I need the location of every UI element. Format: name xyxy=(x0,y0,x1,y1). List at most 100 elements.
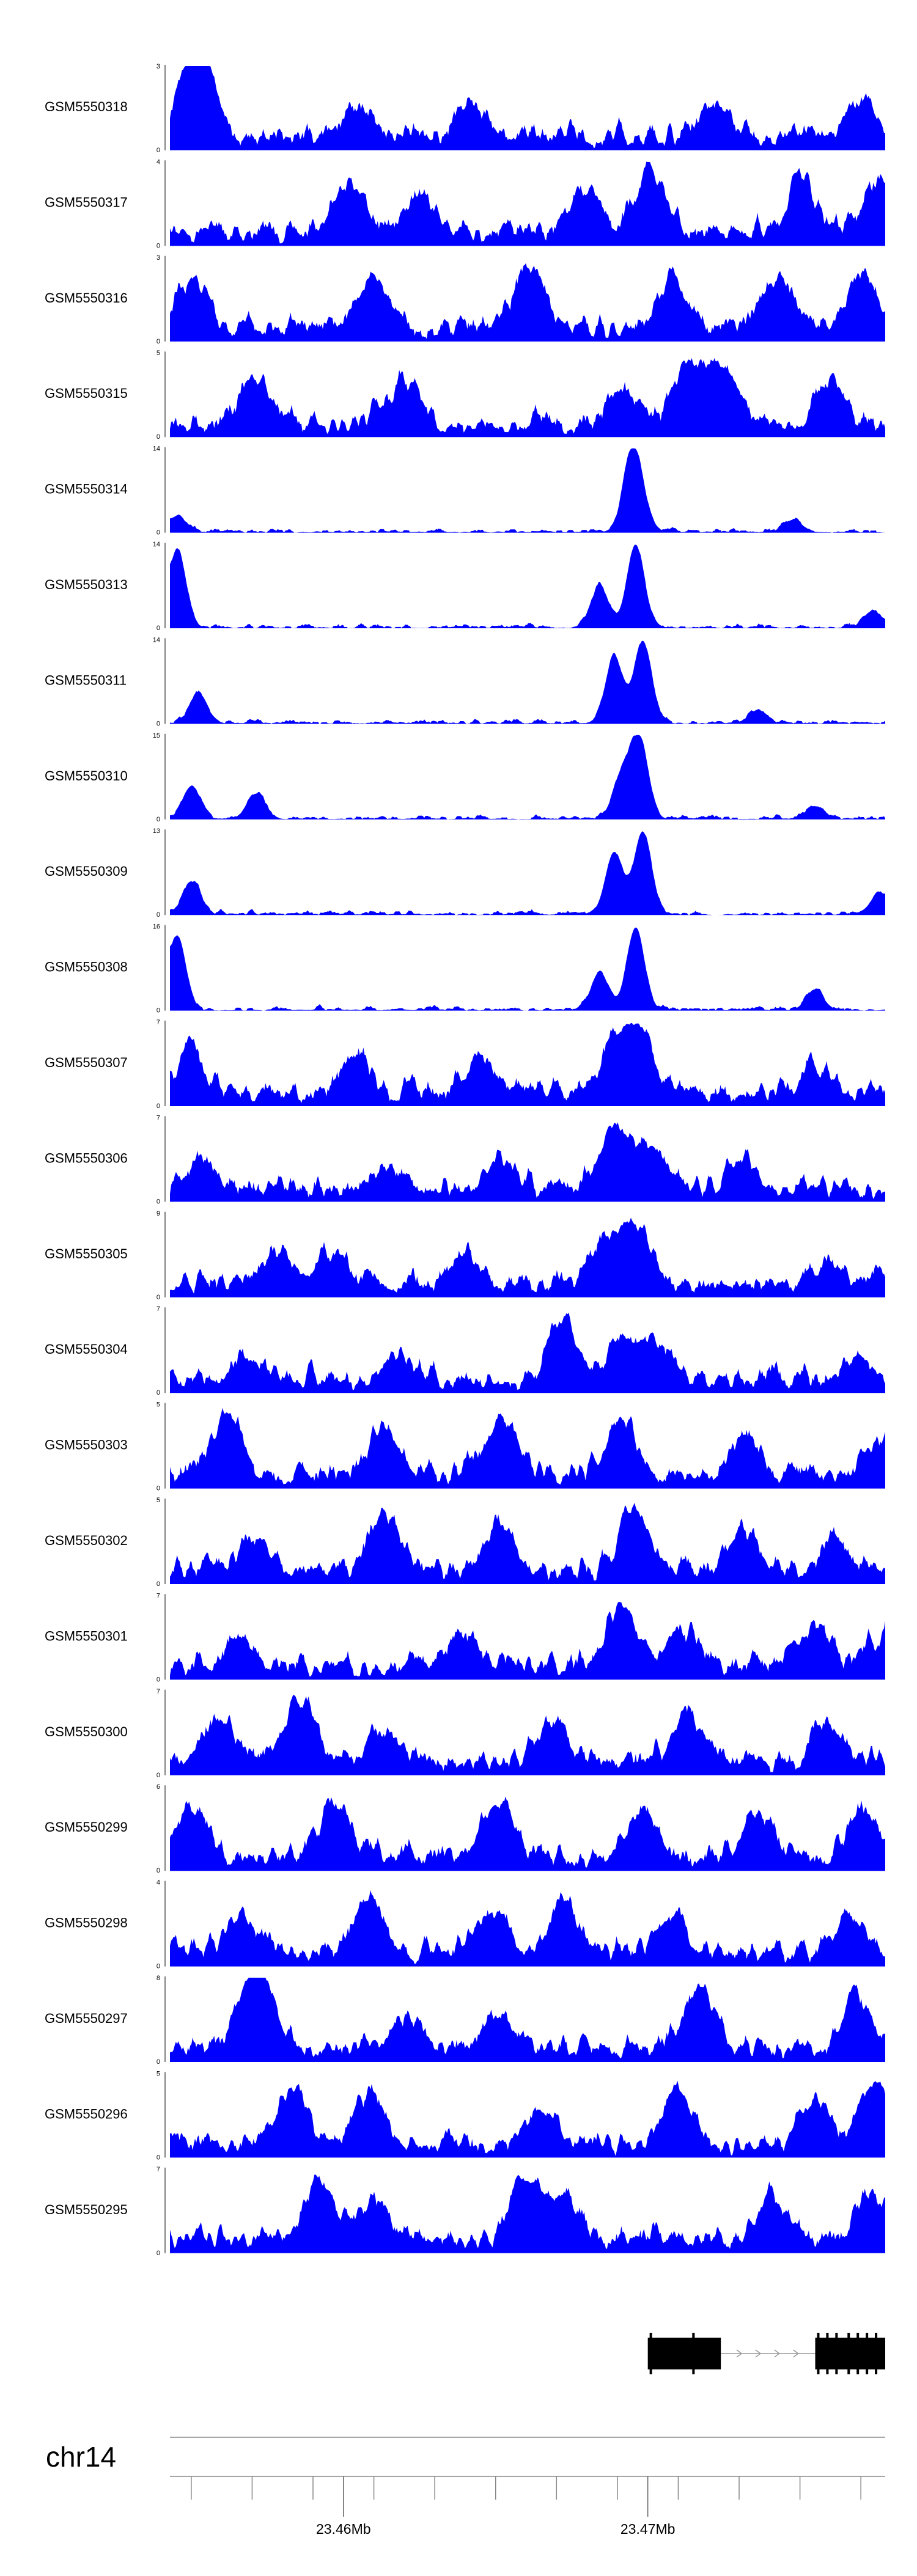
exon-mark-bottom xyxy=(835,2365,838,2374)
track-label: GSM5550316 xyxy=(45,290,128,306)
track-ymax-label: 7 xyxy=(157,1114,160,1121)
coverage-area xyxy=(170,735,885,820)
exon-mark-top xyxy=(826,2333,829,2343)
track-label: GSM5550303 xyxy=(45,1437,128,1453)
track-ymin-label: 0 xyxy=(157,1103,160,1110)
exon-block xyxy=(647,2338,721,2369)
track-GSM5550314: GSM5550314 14 0 xyxy=(45,446,885,537)
chromosome-label: chr14 xyxy=(46,2441,116,2473)
coverage-area xyxy=(170,1503,885,1584)
track-ymin-label: 0 xyxy=(157,147,160,154)
track-ymin-label: 0 xyxy=(157,1389,160,1396)
track-GSM5550304: GSM5550304 7 0 xyxy=(45,1305,885,1396)
track-ymax-label: 3 xyxy=(157,254,160,262)
track-ymax-label: 5 xyxy=(157,2070,160,2077)
track-label: GSM5550318 xyxy=(45,99,128,114)
track-label: GSM5550304 xyxy=(45,1341,128,1357)
strand-arrow xyxy=(755,2349,762,2358)
coverage-area xyxy=(170,448,885,533)
track-label: GSM5550313 xyxy=(45,577,128,592)
track-label: GSM5550310 xyxy=(45,768,128,783)
track-ymax-label: 14 xyxy=(153,541,160,548)
track-ymax-label: 6 xyxy=(157,1783,160,1791)
track-GSM5550309: GSM5550309 13 0 xyxy=(45,827,885,919)
coverage-area xyxy=(170,1312,885,1393)
track-ymin-label: 0 xyxy=(157,1198,160,1205)
track-ymin-label: 0 xyxy=(157,625,160,632)
track-ymax-label: 9 xyxy=(157,1210,160,1217)
exon-mark-bottom xyxy=(649,2365,652,2374)
track-GSM5550305: GSM5550305 9 0 xyxy=(45,1210,885,1301)
track-label: GSM5550305 xyxy=(45,1246,128,1261)
track-ymin-label: 0 xyxy=(157,1485,160,1492)
coverage-area xyxy=(170,161,885,246)
track-ymin-label: 0 xyxy=(157,1294,160,1301)
track-label: GSM5550299 xyxy=(45,1819,128,1835)
track-ymax-label: 8 xyxy=(157,1975,160,1982)
track-ymin-label: 0 xyxy=(157,433,160,441)
axis-tick-label: 23.46Mb xyxy=(316,2521,371,2537)
track-label: GSM5550315 xyxy=(45,386,128,401)
track-GSM5550303: GSM5550303 5 0 xyxy=(45,1401,885,1492)
track-ymax-label: 4 xyxy=(157,158,160,166)
track-ymax-label: 13 xyxy=(153,827,160,835)
exon-mark-top xyxy=(856,2333,860,2343)
exon-mark-top xyxy=(866,2333,869,2343)
track-GSM5550306: GSM5550306 7 0 xyxy=(45,1114,885,1205)
track-GSM5550315: GSM5550315 5 0 xyxy=(45,350,885,441)
track-GSM5550318: GSM5550318 3 0 xyxy=(45,63,885,154)
track-ymin-label: 0 xyxy=(157,911,160,919)
coverage-area xyxy=(170,1407,885,1489)
track-GSM5550302: GSM5550302 5 0 xyxy=(45,1497,885,1588)
track-GSM5550307: GSM5550307 7 0 xyxy=(45,1019,885,1110)
exon-mark-bottom xyxy=(856,2365,860,2374)
track-label: GSM5550307 xyxy=(45,1055,128,1070)
strand-arrow xyxy=(793,2349,799,2358)
coverage-area xyxy=(170,927,885,1011)
track-label: GSM5550306 xyxy=(45,1150,128,1165)
strand-arrow xyxy=(736,2349,743,2358)
track-ymin-label: 0 xyxy=(157,2154,160,2161)
exon-block xyxy=(815,2338,885,2369)
coverage-area xyxy=(170,1890,885,1967)
track-GSM5550316: GSM5550316 3 0 xyxy=(45,254,885,345)
track-GSM5550313: GSM5550313 14 0 xyxy=(45,541,885,632)
coverage-area xyxy=(170,2174,885,2253)
track-ymax-label: 7 xyxy=(157,1305,160,1313)
exon-mark-top xyxy=(835,2333,838,2343)
exon-mark-bottom xyxy=(826,2365,829,2374)
coverage-area xyxy=(170,545,885,628)
exon-mark-top xyxy=(649,2333,652,2343)
track-ymax-label: 3 xyxy=(157,63,160,70)
track-label: GSM5550317 xyxy=(45,194,128,210)
exon-mark-bottom xyxy=(866,2365,869,2374)
track-ymax-label: 4 xyxy=(157,1879,160,1887)
track-label: GSM5550297 xyxy=(45,2011,128,2026)
genome-axis: chr14 23.46Mb 23.47Mb xyxy=(46,2437,885,2537)
coverage-area xyxy=(170,1601,885,1680)
track-ymin-label: 0 xyxy=(157,338,160,345)
coverage-area xyxy=(170,1695,885,1775)
track-label: GSM5550311 xyxy=(45,672,127,688)
axis-tick-label: 23.47Mb xyxy=(621,2521,676,2537)
exon-mark-bottom xyxy=(875,2365,878,2374)
track-ymax-label: 15 xyxy=(153,732,160,739)
track-ymax-label: 7 xyxy=(157,1019,160,1026)
exon-mark-top xyxy=(692,2333,695,2343)
track-ymax-label: 7 xyxy=(157,1688,160,1695)
track-ymax-label: 16 xyxy=(153,923,160,931)
track-GSM5550298: GSM5550298 4 0 xyxy=(45,1879,885,1970)
exon-mark-top xyxy=(817,2333,820,2343)
exon-mark-top xyxy=(847,2333,850,2343)
track-ymin-label: 0 xyxy=(157,720,160,727)
track-GSM5550311: GSM5550311 14 0 xyxy=(45,636,885,727)
exon-mark-bottom xyxy=(692,2365,695,2374)
track-label: GSM5550300 xyxy=(45,1724,128,1739)
coverage-area xyxy=(170,358,885,438)
track-ymin-label: 0 xyxy=(157,1772,160,1779)
track-ymax-label: 7 xyxy=(157,2166,160,2173)
track-ymin-label: 0 xyxy=(157,1007,160,1015)
coverage-area xyxy=(170,1122,885,1202)
